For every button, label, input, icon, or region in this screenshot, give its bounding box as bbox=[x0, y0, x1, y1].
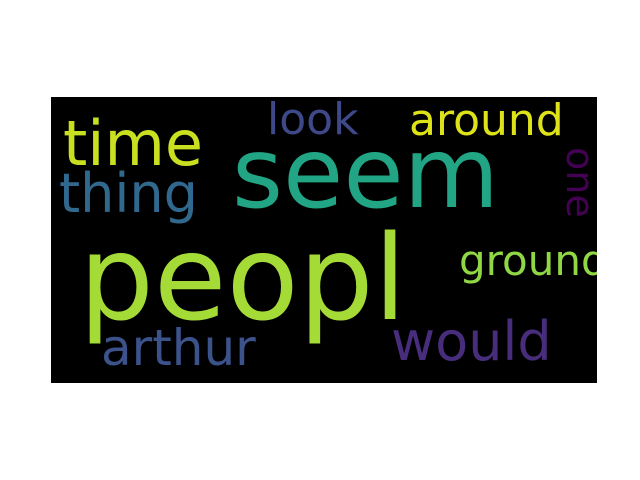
word-arthur: arthur bbox=[101, 319, 256, 377]
word-peopl: peopl bbox=[79, 209, 407, 347]
word-around: around bbox=[409, 97, 564, 146]
word-one: one bbox=[558, 147, 597, 218]
word-look: look bbox=[267, 97, 359, 145]
word-seem: seem bbox=[232, 117, 500, 231]
word-time: time bbox=[63, 107, 204, 180]
word-would: would bbox=[391, 310, 552, 373]
word-ground: ground bbox=[459, 236, 597, 285]
word-thing: thing bbox=[59, 162, 198, 225]
word-cloud: seem peopl time look around thing one gr… bbox=[51, 97, 597, 383]
